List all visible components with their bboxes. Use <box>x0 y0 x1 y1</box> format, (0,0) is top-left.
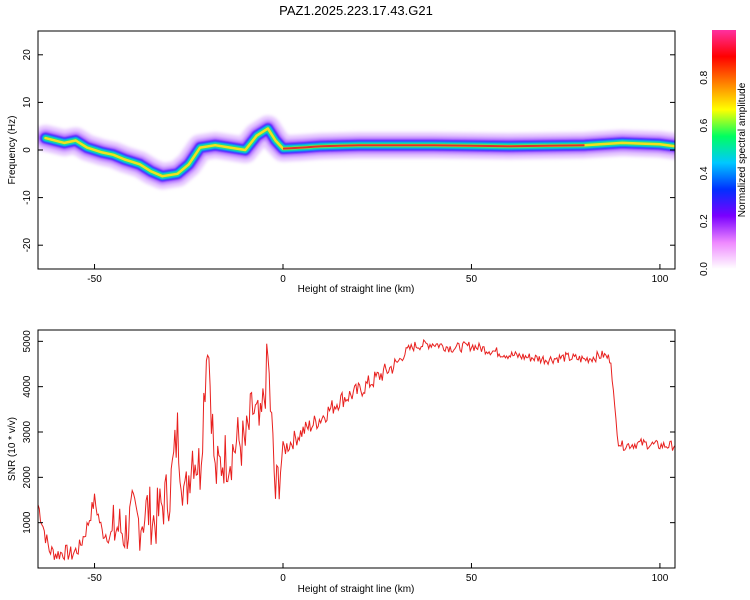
snr-frame <box>37 329 676 569</box>
snr-series <box>38 338 675 561</box>
chart-title: PAZ1.2025.223.17.43.G21 <box>279 3 433 18</box>
colorbar-gradient <box>712 30 736 269</box>
snr-ytick-label: 4000 <box>22 375 33 398</box>
spectrogram-x-ticks: -50 0 50 100 <box>87 264 669 285</box>
spectrogram-xtick-label: 50 <box>466 274 478 285</box>
colorbar: 0.0 0.2 0.4 0.6 0.8 Normalized spectral ampl… <box>699 30 748 276</box>
snr-ytick-label: 2000 <box>22 466 33 489</box>
track-core <box>282 144 585 150</box>
snr-ytick-label: 5000 <box>22 330 33 353</box>
spectrogram-ytick-label: -10 <box>22 190 33 205</box>
colorbar-tick-label: 0.6 <box>699 118 710 132</box>
colorbar-tick-label: 0.0 <box>699 262 710 276</box>
snr-ytick-label: 3000 <box>22 420 33 443</box>
snr-x-ticks: -50 0 50 100 <box>87 563 669 584</box>
colorbar-tick-label: 0.8 <box>699 70 710 84</box>
spectrogram-x-label: Height of straight line (km) <box>298 284 415 295</box>
spectrogram-trace <box>38 115 675 190</box>
colorbar-label: Normalized spectral amplitude <box>737 82 748 217</box>
spectrogram-ytick-label: 20 <box>22 49 33 61</box>
spectrogram-y-ticks: 20 10 0 -10 -20 <box>22 49 675 253</box>
snr-line <box>38 338 675 561</box>
snr-x-label: Height of straight line (km) <box>298 584 415 595</box>
spectrogram-ytick-label: 10 <box>22 96 33 108</box>
snr-xtick-label: 0 <box>280 573 286 584</box>
snr-panel: -50 0 50 100 5000 4000 3000 2000 1000 Height of… <box>7 329 676 595</box>
colorbar-tick-label: 0.4 <box>699 166 710 180</box>
snr-xtick-label: 50 <box>466 573 478 584</box>
spectrogram-ytick-label: 0 <box>22 147 33 153</box>
snr-y-ticks: 5000 4000 3000 2000 1000 <box>22 330 675 534</box>
spectrogram-xtick-label: -50 <box>87 274 102 285</box>
snr-y-label: SNR (10 * v/v) <box>7 417 18 481</box>
snr-xtick-label: 100 <box>652 573 669 584</box>
colorbar-ticks: 0.0 0.2 0.4 0.6 0.8 <box>699 70 710 276</box>
snr-ytick-label: 1000 <box>22 511 33 534</box>
spectrogram-y-label: Frequency (Hz) <box>7 116 18 185</box>
snr-xtick-label: -50 <box>87 573 102 584</box>
spectrogram-ytick-label: -20 <box>22 238 33 253</box>
spectrogram-xtick-label: 100 <box>652 274 669 285</box>
spectrogram-xtick-label: 0 <box>280 274 286 285</box>
colorbar-tick-label: 0.2 <box>699 214 710 228</box>
